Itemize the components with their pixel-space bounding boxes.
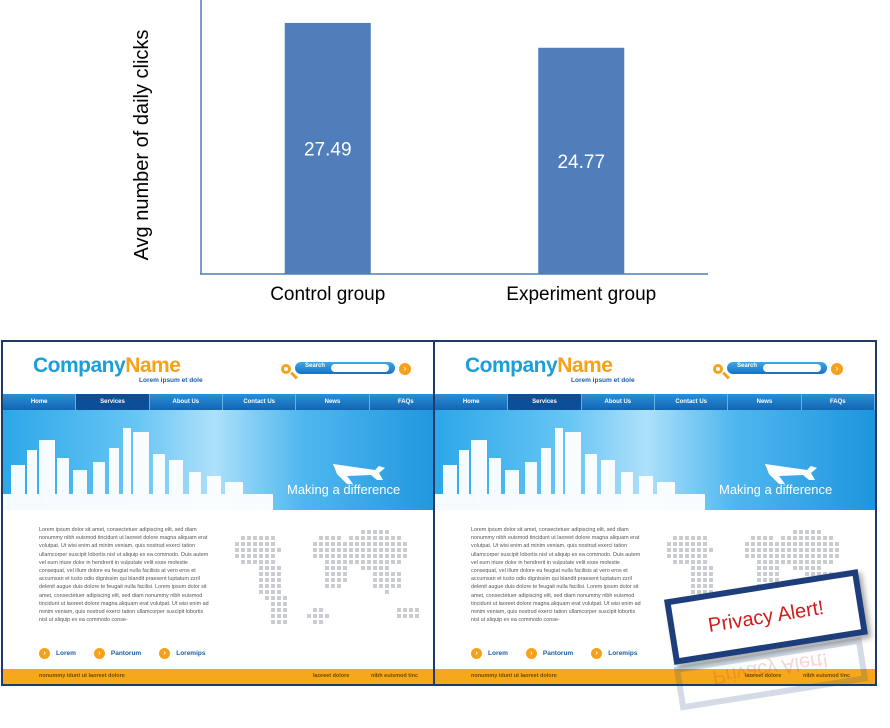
search-go-button[interactable]: ›	[831, 363, 843, 375]
hero-tagline: Making a difference	[719, 482, 832, 497]
search-go-button[interactable]: ›	[399, 363, 411, 375]
search-icon	[281, 364, 291, 374]
nav-news[interactable]: News	[728, 394, 801, 410]
link-label: Lorem	[56, 650, 76, 657]
logo-tagline: Lorem ipsum et dole	[139, 377, 203, 384]
link-label: Pantorum	[111, 650, 141, 657]
nav-contact-us[interactable]: Contact Us	[655, 394, 728, 410]
arrow-bullet-icon: ›	[159, 648, 170, 659]
logo-tagline: Lorem ipsum et dole	[571, 377, 635, 384]
link-lorem[interactable]: › Lorem	[471, 648, 508, 659]
nav-services[interactable]: Services	[508, 394, 581, 410]
logo-company: Company	[33, 354, 125, 377]
nav-home[interactable]: Home	[3, 394, 76, 410]
link-label: Loremips	[608, 650, 637, 657]
link-loremips[interactable]: › Loremips	[159, 648, 205, 659]
x-tick-label: Control group	[270, 284, 385, 305]
footer-links: › Lorem › Pantorum › Loremips	[471, 648, 637, 659]
hero-banner: Making a difference	[435, 410, 875, 510]
site-nav: Home Services About Us Contact Us News F…	[435, 394, 875, 410]
nav-home[interactable]: Home	[435, 394, 508, 410]
link-label: Loremips	[176, 650, 205, 657]
x-tick-label: Experiment group	[506, 284, 656, 305]
nav-about-us[interactable]: About Us	[582, 394, 655, 410]
search-input[interactable]: Search	[295, 362, 395, 374]
link-lorem[interactable]: › Lorem	[39, 648, 76, 659]
footer-text-right: nibh euismod tinc	[371, 673, 418, 679]
nav-services[interactable]: Services	[76, 394, 149, 410]
arrow-bullet-icon: ›	[471, 648, 482, 659]
nav-faqs[interactable]: FAQs	[802, 394, 875, 410]
site-footer: nonummy idunt ut laoreet dolore laoreet …	[3, 669, 443, 686]
footer-text-left: nonummy idunt ut laoreet dolore	[39, 673, 125, 679]
search-icon	[713, 364, 723, 374]
arrow-bullet-icon: ›	[94, 648, 105, 659]
airplane-icon	[333, 464, 385, 484]
company-logo[interactable]: CompanyName	[33, 354, 180, 378]
body-paragraph: Lorem ipsum dolor sit amet, consectetuer…	[39, 526, 209, 624]
control-website-mockup: CompanyName Lorem ipsum et dole Search ›…	[1, 340, 445, 686]
airplane-icon	[765, 464, 817, 484]
logo-name: Name	[557, 354, 612, 377]
footer-text-left: nonummy idunt ut laoreet dolore	[471, 673, 557, 679]
site-header: CompanyName Lorem ipsum et dole Search ›	[3, 342, 443, 394]
site-nav: Home Services About Us Contact Us News F…	[3, 394, 443, 410]
nav-news[interactable]: News	[296, 394, 369, 410]
arrow-bullet-icon: ›	[39, 648, 50, 659]
search-label: Search	[737, 363, 757, 369]
logo-company: Company	[465, 354, 557, 377]
company-logo[interactable]: CompanyName	[465, 354, 612, 378]
footer-links: › Lorem › Pantorum › Loremips	[39, 648, 205, 659]
y-axis-label: Avg number of daily clicks	[131, 30, 153, 261]
link-pantorum[interactable]: › Pantorum	[526, 648, 573, 659]
link-label: Pantorum	[543, 650, 573, 657]
hero-banner: Making a difference	[3, 410, 443, 510]
body-paragraph: Lorem ipsum dolor sit amet, consectetuer…	[471, 526, 641, 624]
site-header: CompanyName Lorem ipsum et dole Search ›	[435, 342, 875, 394]
link-label: Lorem	[488, 650, 508, 657]
arrow-bullet-icon: ›	[591, 648, 602, 659]
footer-text-mid: laoreet dolore	[313, 673, 349, 679]
link-loremips[interactable]: › Loremips	[591, 648, 637, 659]
nav-contact-us[interactable]: Contact Us	[223, 394, 296, 410]
search-label: Search	[305, 363, 325, 369]
bar-value-label: 27.49	[304, 139, 352, 160]
search-field[interactable]	[331, 364, 389, 372]
arrow-bullet-icon: ›	[526, 648, 537, 659]
bar-value-label: 24.77	[557, 152, 605, 173]
bar-chart: Avg number of daily clicks 27.49 Control …	[0, 0, 890, 320]
search-field[interactable]	[763, 364, 821, 372]
link-pantorum[interactable]: › Pantorum	[94, 648, 141, 659]
hero-tagline: Making a difference	[287, 482, 400, 497]
nav-faqs[interactable]: FAQs	[370, 394, 443, 410]
dotted-world-map	[215, 518, 435, 658]
logo-name: Name	[125, 354, 180, 377]
nav-about-us[interactable]: About Us	[150, 394, 223, 410]
search-input[interactable]: Search	[727, 362, 827, 374]
